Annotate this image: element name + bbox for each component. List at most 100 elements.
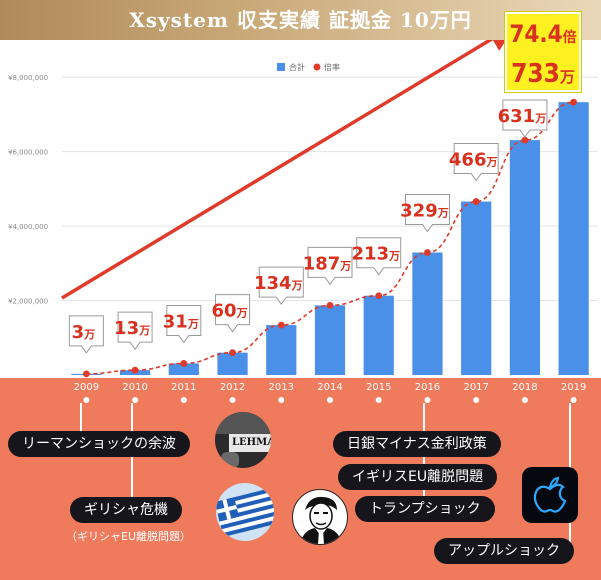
x-tick-label: 2019 — [561, 382, 586, 393]
chart-title: Xsystem 収支実績 証拠金 10万円 — [0, 0, 601, 40]
y-tick-label: ¥6,000,000 — [8, 149, 48, 157]
x-tick-label: 2012 — [220, 382, 245, 393]
data-label: 60万 — [212, 301, 248, 322]
trump-portrait — [292, 489, 348, 545]
data-label-unit: 万 — [388, 250, 400, 263]
big-callout-rate: 74.4 — [509, 20, 563, 48]
data-label: 3万 — [72, 322, 96, 343]
data-label-unit: 万 — [138, 324, 150, 337]
chart-area: ¥2,000,000 ¥4,000,000 ¥6,000,000 ¥8,000,000… — [0, 40, 601, 380]
growth-arrow — [61, 40, 516, 300]
x-tick-label: 2009 — [74, 382, 99, 393]
y-tick-label: ¥4,000,000 — [8, 223, 48, 231]
legend-total-label: 合計 — [289, 62, 305, 72]
bar-2013 — [266, 325, 297, 375]
data-callout-2009: 3万 — [68, 315, 104, 354]
portrait-icon — [299, 496, 343, 544]
rate-point-2011 — [180, 360, 188, 367]
bar-chart: ¥2,000,000 ¥4,000,000 ¥6,000,000 ¥8,000,000… — [8, 40, 598, 378]
legend-rate-swatch — [313, 63, 321, 71]
y-tick-label: ¥8,000,000 — [8, 74, 48, 82]
data-label-unit: 万 — [187, 317, 199, 330]
data-label-unit: 万 — [437, 207, 449, 220]
event-boj: 日銀マイナス金利政策 — [333, 431, 501, 457]
data-label: 213万 — [351, 244, 400, 265]
x-tick-label: 2011 — [171, 382, 196, 393]
data-label: 13万 — [114, 318, 150, 339]
data-label: 466万 — [449, 150, 498, 171]
data-callout-2014: 187万 — [303, 246, 353, 286]
data-callout-2017: 466万 — [449, 143, 499, 182]
x-tick-dot — [132, 397, 139, 403]
callout-box — [215, 294, 251, 333]
data-label: 187万 — [303, 253, 352, 274]
bar-2016 — [412, 252, 443, 375]
data-callout-2013: 134万 — [254, 266, 304, 305]
callout-box — [356, 237, 402, 276]
rate-point-2010 — [131, 366, 139, 374]
x-tick-dot — [424, 397, 431, 403]
data-label-unit: 万 — [291, 279, 303, 292]
rate-point-2016 — [424, 249, 431, 256]
rate-point-2014 — [326, 301, 334, 309]
bar-2018 — [509, 140, 541, 375]
data-label-unit: 万 — [236, 307, 248, 320]
event-brexit: イギリスEU離脱問題 — [338, 464, 498, 490]
callout-box — [68, 315, 104, 354]
greece-flag-photo — [216, 483, 274, 541]
greece-flag-icon — [216, 488, 274, 537]
x-tick-dot — [473, 397, 480, 403]
x-tick-dot — [180, 397, 187, 403]
data-label-unit: 万 — [534, 112, 546, 125]
data-label: 329万 — [400, 201, 449, 222]
callout-box — [166, 304, 202, 344]
rate-line — [86, 101, 574, 375]
x-tick-dot — [375, 397, 382, 403]
x-tick-label: 2017 — [463, 382, 488, 393]
callout-box — [502, 99, 548, 138]
data-label: 31万 — [163, 311, 199, 332]
x-tick-label: 2013 — [269, 382, 294, 393]
rate-point-2018 — [521, 136, 529, 144]
event-greece: ギリシャ危機 — [70, 497, 182, 523]
data-callout-2010: 13万 — [114, 311, 153, 351]
data-callout-2012: 60万 — [212, 294, 251, 333]
bar-2017 — [461, 201, 492, 375]
x-tick-dot — [327, 397, 333, 403]
x-tick-label: 2010 — [122, 382, 147, 393]
event-greece-sub: （ギリシャEU離脱問題） — [66, 530, 192, 543]
bar-2011 — [168, 363, 199, 375]
callout-box — [258, 266, 304, 305]
x-tick-label: 2018 — [512, 382, 537, 393]
x-tick-label: 2016 — [415, 382, 440, 393]
big-callout-rate-unit: 倍 — [562, 30, 577, 46]
data-label-unit: 万 — [83, 328, 95, 341]
apple-logo-icon — [533, 476, 567, 513]
data-callout-2015: 213万 — [351, 237, 402, 276]
data-callout-2011: 31万 — [163, 304, 202, 344]
x-tick-dot — [229, 397, 236, 403]
bar-2019 — [558, 102, 589, 376]
data-label-unit: 万 — [485, 156, 497, 169]
x-tick-dot — [570, 397, 577, 403]
callout-box — [453, 143, 499, 182]
x-tick-dot — [521, 397, 528, 403]
event-apple: アップルショック — [434, 538, 574, 564]
rate-point-2015 — [375, 292, 383, 300]
y-tick-label: ¥2,000,000 — [8, 298, 48, 306]
x-tick-label: 2014 — [317, 382, 342, 393]
callout-box — [307, 246, 353, 286]
big-callout-amount: 733 — [511, 59, 560, 89]
bar-2014 — [314, 305, 346, 375]
x-tick-dot — [278, 397, 285, 403]
data-callout-2016: 329万 — [400, 194, 450, 233]
event-trump: トランプショック — [355, 496, 495, 522]
callout-box — [117, 311, 153, 351]
rate-point-2009 — [82, 370, 90, 378]
big-callout-amount-unit: 万 — [559, 68, 575, 86]
x-axis: 2009 2010 2011 2012 2013 2014 2015 2016 2017 2018… — [74, 382, 586, 403]
legend-total-swatch — [277, 63, 285, 71]
data-callout-2018: 631万 — [498, 99, 548, 138]
data-label: 631万 — [498, 106, 547, 127]
rate-point-2019 — [570, 98, 578, 106]
